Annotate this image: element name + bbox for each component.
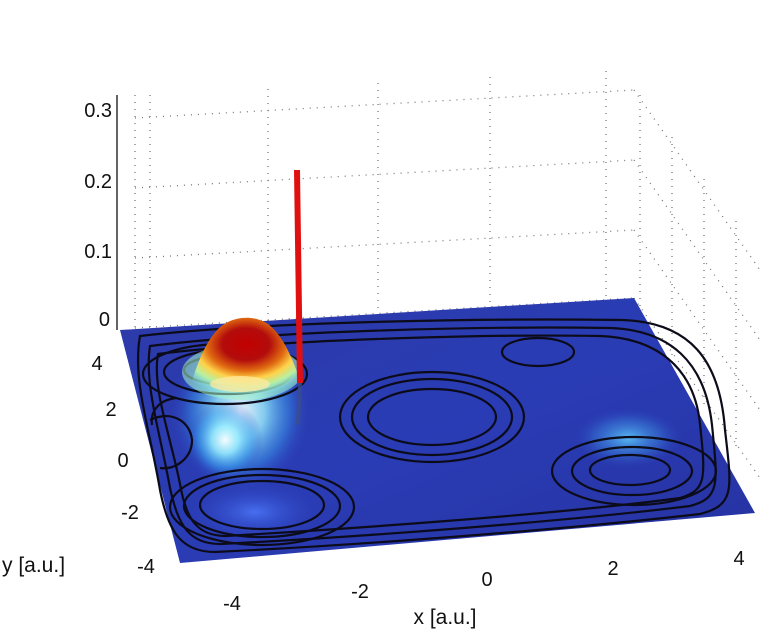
y-axis-label: y [a.u.] <box>2 554 65 577</box>
y-tick-labels: 4 2 0 -2 -4 <box>91 353 154 578</box>
y-tick-label: 0 <box>117 450 128 472</box>
contour-lines <box>136 318 731 554</box>
back-wall-grid <box>134 89 635 119</box>
surface-peaks <box>182 317 302 400</box>
stem-line <box>294 169 303 384</box>
z-tick-label: 0.3 <box>84 100 112 122</box>
y-tick-label: 4 <box>91 353 102 375</box>
stem-base-shadow <box>296 382 302 426</box>
y-tick-label: -2 <box>121 502 139 524</box>
x-tick-label: 4 <box>733 548 744 570</box>
x-tick-label: 2 <box>607 558 618 580</box>
y-tick-label: 2 <box>105 399 116 421</box>
z-tick-label: 0 <box>99 309 110 331</box>
surface-glow <box>187 400 263 480</box>
x-tick-labels: -4 -2 0 2 4 <box>223 548 744 615</box>
back-wall-grid <box>134 229 635 259</box>
dome-highlight <box>210 376 270 392</box>
stem-series <box>294 169 303 426</box>
z-tick-labels: 0 0.1 0.2 0.3 <box>84 100 112 331</box>
x-axis-label: x [a.u.] <box>413 606 476 629</box>
x-tick-label: 0 <box>481 569 492 591</box>
y-tick-label: -4 <box>137 556 155 578</box>
x-tick-label: -4 <box>223 593 241 615</box>
back-wall-grid <box>134 159 635 189</box>
right-wall-grid <box>633 159 761 341</box>
right-wall-grid <box>633 89 761 271</box>
dome-peak <box>190 317 302 394</box>
x-tick-label: -2 <box>351 581 369 603</box>
z-tick-label: 0.1 <box>84 241 112 263</box>
z-tick-label: 0.2 <box>84 171 112 193</box>
